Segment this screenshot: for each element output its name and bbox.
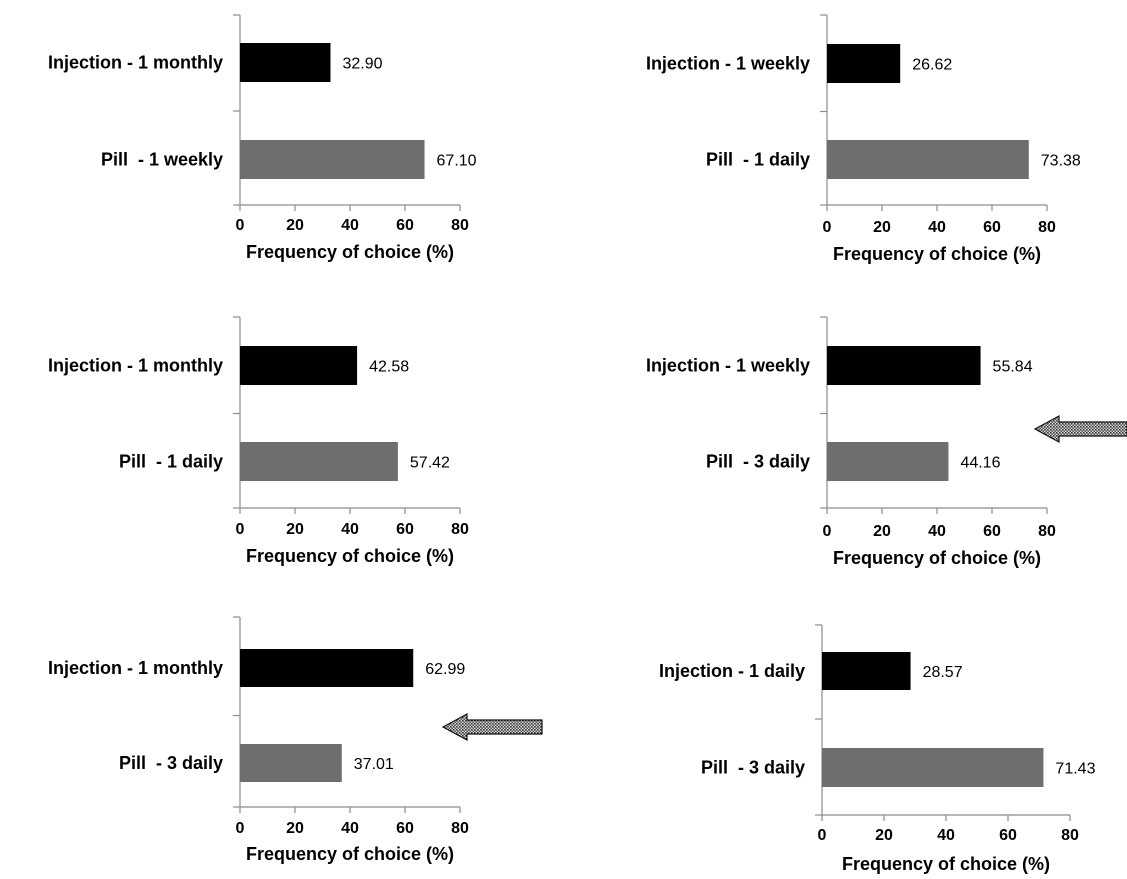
- x-tick-label: 20: [286, 820, 304, 837]
- x-tick-label: 0: [818, 827, 827, 844]
- value-label: 28.57: [923, 664, 963, 681]
- chart-panel-2: 0 20 40 60 80 Frequency of choice (%) Injectio…: [646, 14, 1081, 264]
- x-tick-label: 0: [823, 523, 832, 540]
- value-label: 67.10: [437, 153, 477, 170]
- bar-pill: [822, 748, 1044, 787]
- bar-pill: [827, 442, 949, 481]
- x-tick-label: 40: [341, 521, 359, 538]
- x-tick-label: 20: [873, 523, 891, 540]
- value-label: 57.42: [410, 455, 450, 472]
- x-tick-label: 0: [236, 217, 245, 234]
- x-tick-label: 40: [341, 217, 359, 234]
- bar-injection: [240, 346, 358, 385]
- x-tick-label: 20: [873, 219, 891, 236]
- value-label: 73.38: [1041, 153, 1081, 170]
- x-axis-label: Frequency of choice (%): [833, 548, 1041, 568]
- bar-injection: [827, 44, 901, 83]
- value-label: 71.43: [1055, 761, 1095, 778]
- category-label: Pill - 1 weekly: [101, 150, 223, 170]
- chart-panel-4: 0 20 40 60 80 Frequency of choice (%) Injectio…: [646, 316, 1127, 568]
- x-axis-label: Frequency of choice (%): [246, 844, 454, 864]
- x-tick-label: 80: [451, 217, 469, 234]
- bar-pill: [827, 140, 1029, 179]
- bar-pill: [240, 442, 398, 481]
- x-tick-label: 60: [396, 820, 414, 837]
- x-tick-label: 40: [928, 219, 946, 236]
- bar-injection: [240, 649, 414, 687]
- x-tick-label: 60: [396, 521, 414, 538]
- x-tick-label: 0: [823, 219, 832, 236]
- chart-panel-3: 0 20 40 60 80 Frequency of choice (%) Injectio…: [48, 316, 469, 566]
- x-tick-label: 60: [983, 219, 1001, 236]
- category-label: Injection - 1 monthly: [48, 53, 223, 73]
- value-label: 26.62: [912, 57, 952, 74]
- x-tick-label: 80: [451, 820, 469, 837]
- value-label: 62.99: [425, 661, 465, 678]
- x-tick-label: 60: [396, 217, 414, 234]
- highlight-arrow-icon: [441, 712, 543, 742]
- category-label: Pill - 1 daily: [706, 150, 810, 170]
- value-label: 55.84: [993, 359, 1033, 376]
- category-label: Pill - 3 daily: [706, 452, 810, 472]
- x-axis-label: Frequency of choice (%): [246, 242, 454, 262]
- value-label: 44.16: [960, 455, 1000, 472]
- category-label: Pill - 1 daily: [119, 452, 223, 472]
- category-label: Injection - 1 weekly: [646, 356, 810, 376]
- x-tick-label: 20: [286, 521, 304, 538]
- x-tick-label: 0: [236, 820, 245, 837]
- bar-injection: [827, 346, 981, 385]
- x-tick-label: 80: [451, 521, 469, 538]
- x-axis-label: Frequency of choice (%): [842, 854, 1050, 874]
- bar-pill: [240, 744, 342, 782]
- category-label: Injection - 1 monthly: [48, 658, 223, 678]
- category-label: Pill - 3 daily: [701, 758, 805, 778]
- bar-injection: [822, 652, 911, 690]
- x-tick-label: 80: [1038, 523, 1056, 540]
- category-label: Injection - 1 monthly: [48, 356, 223, 376]
- x-tick-label: 60: [999, 827, 1017, 844]
- x-tick-label: 0: [236, 521, 245, 538]
- x-tick-label: 40: [341, 820, 359, 837]
- bar-injection: [240, 43, 331, 82]
- chart-panel-5: 0 20 40 60 80 Frequency of choice (%) Injectio…: [48, 616, 543, 864]
- category-label: Pill - 3 daily: [119, 753, 223, 773]
- value-label: 32.90: [342, 56, 382, 73]
- x-tick-label: 60: [983, 523, 1001, 540]
- x-tick-label: 20: [286, 217, 304, 234]
- category-label: Injection - 1 daily: [659, 661, 805, 681]
- chart-panel-1: 0 20 40 60 80 Frequency of choice (%) Injectio…: [48, 14, 477, 262]
- category-label: Injection - 1 weekly: [646, 54, 810, 74]
- value-label: 37.01: [354, 756, 394, 773]
- chart-panel-6: 0 20 40 60 80 Frequency of choice (%) Injectio…: [659, 624, 1096, 874]
- x-tick-label: 80: [1061, 827, 1079, 844]
- x-tick-label: 20: [875, 827, 893, 844]
- x-tick-label: 40: [928, 523, 946, 540]
- x-axis-label: Frequency of choice (%): [833, 244, 1041, 264]
- x-tick-label: 80: [1038, 219, 1056, 236]
- bar-pill: [240, 140, 425, 179]
- x-axis-label: Frequency of choice (%): [246, 546, 454, 566]
- highlight-arrow-icon: [1033, 414, 1127, 444]
- x-tick-label: 40: [937, 827, 955, 844]
- value-label: 42.58: [369, 359, 409, 376]
